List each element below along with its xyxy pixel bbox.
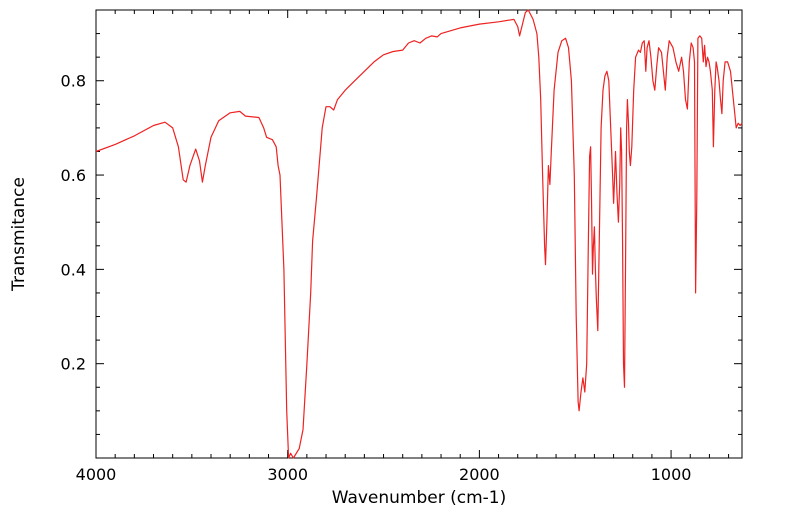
x-tick-label-3000: 3000 bbox=[267, 465, 308, 484]
plot-frame bbox=[95, 9, 743, 459]
x-tick-label-4000: 4000 bbox=[76, 465, 117, 484]
spectrum-series-line bbox=[95, 9, 743, 459]
x-axis-label: Wavenumber (cm-1) bbox=[332, 488, 507, 508]
x-axis-ticks: 4000 3000 2000 1000 bbox=[76, 10, 730, 484]
x-tick-label-1000: 1000 bbox=[651, 465, 692, 484]
y-tick-label-3: 0.8 bbox=[61, 72, 86, 91]
y-axis-label: Transmitance bbox=[9, 177, 29, 292]
x-tick-label-2000: 2000 bbox=[459, 465, 500, 484]
y-axis-ticks: 0.2 0.4 0.6 0.8 bbox=[61, 9, 742, 435]
y-tick-label-0: 0.2 bbox=[61, 355, 86, 374]
y-tick-label-1: 0.4 bbox=[61, 260, 86, 279]
y-tick-label-2: 0.6 bbox=[61, 166, 86, 185]
